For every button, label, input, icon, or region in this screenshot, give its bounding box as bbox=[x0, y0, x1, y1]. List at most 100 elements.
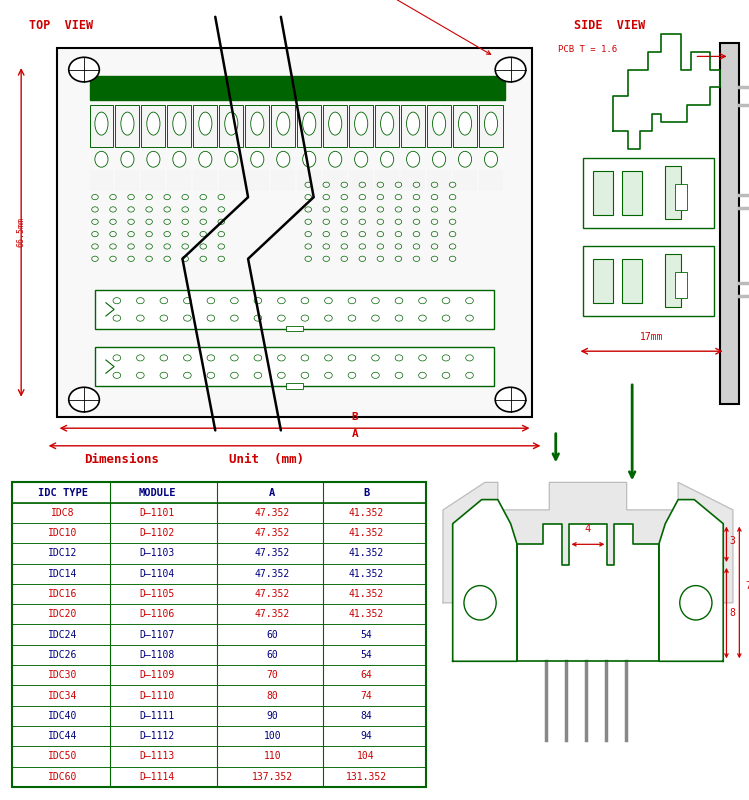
Bar bbox=[246, 105, 269, 146]
Ellipse shape bbox=[329, 151, 342, 167]
Bar bbox=[57, 48, 533, 418]
Text: TOP  VIEW: TOP VIEW bbox=[29, 19, 94, 32]
Bar bbox=[12, 543, 426, 563]
Bar bbox=[286, 326, 303, 331]
Text: 47.352: 47.352 bbox=[255, 610, 290, 619]
Bar bbox=[89, 170, 113, 190]
Ellipse shape bbox=[458, 112, 472, 135]
Ellipse shape bbox=[276, 112, 290, 135]
Text: D–1106: D–1106 bbox=[139, 610, 175, 619]
Circle shape bbox=[495, 58, 526, 82]
Text: 66.5mm: 66.5mm bbox=[16, 218, 25, 247]
Bar bbox=[12, 645, 426, 665]
Bar bbox=[142, 170, 166, 190]
Bar bbox=[12, 584, 426, 604]
Bar bbox=[593, 259, 613, 302]
Polygon shape bbox=[517, 524, 659, 662]
Bar bbox=[168, 105, 191, 146]
Text: 41.352: 41.352 bbox=[348, 589, 383, 599]
Ellipse shape bbox=[121, 151, 134, 167]
Ellipse shape bbox=[458, 151, 472, 167]
Text: 90: 90 bbox=[267, 711, 278, 721]
Ellipse shape bbox=[225, 112, 238, 135]
Bar bbox=[324, 105, 347, 146]
Bar bbox=[12, 482, 426, 787]
Text: 47.352: 47.352 bbox=[255, 589, 290, 599]
Bar bbox=[401, 105, 425, 146]
Ellipse shape bbox=[95, 151, 108, 167]
Text: IDC60: IDC60 bbox=[48, 772, 78, 782]
Text: D–1101: D–1101 bbox=[139, 508, 175, 518]
Circle shape bbox=[69, 387, 100, 412]
Bar bbox=[349, 170, 373, 190]
Ellipse shape bbox=[251, 112, 264, 135]
Bar bbox=[297, 170, 321, 190]
Ellipse shape bbox=[407, 151, 419, 167]
Bar bbox=[720, 43, 739, 404]
Ellipse shape bbox=[380, 151, 394, 167]
Ellipse shape bbox=[329, 112, 342, 135]
Bar bbox=[219, 105, 243, 146]
Polygon shape bbox=[452, 499, 517, 662]
Ellipse shape bbox=[354, 151, 368, 167]
Bar bbox=[193, 170, 217, 190]
Ellipse shape bbox=[121, 112, 134, 135]
Text: D–1103: D–1103 bbox=[139, 549, 175, 558]
Text: IDC TYPE: IDC TYPE bbox=[38, 487, 88, 498]
Bar bbox=[95, 346, 494, 386]
Ellipse shape bbox=[303, 151, 316, 167]
Bar bbox=[593, 170, 613, 214]
Ellipse shape bbox=[432, 151, 446, 167]
Text: 74: 74 bbox=[360, 690, 372, 701]
Ellipse shape bbox=[485, 151, 497, 167]
Text: 17mm: 17mm bbox=[640, 333, 664, 342]
Ellipse shape bbox=[407, 112, 419, 135]
Text: D–1113: D–1113 bbox=[139, 751, 175, 762]
Bar bbox=[115, 170, 139, 190]
Text: IDC44: IDC44 bbox=[48, 731, 78, 741]
Bar bbox=[12, 482, 426, 502]
Bar bbox=[665, 166, 681, 219]
Circle shape bbox=[495, 387, 526, 412]
Text: IDC24: IDC24 bbox=[48, 630, 78, 640]
Text: A: A bbox=[269, 487, 276, 498]
Bar bbox=[12, 726, 426, 746]
Polygon shape bbox=[659, 499, 724, 662]
Bar bbox=[453, 105, 477, 146]
Bar bbox=[479, 170, 503, 190]
Bar bbox=[12, 625, 426, 645]
Text: D–1114: D–1114 bbox=[139, 772, 175, 782]
Bar bbox=[89, 76, 505, 100]
Text: 131.352: 131.352 bbox=[345, 772, 386, 782]
Text: Dimensions: Dimensions bbox=[85, 453, 160, 466]
Text: IDC20: IDC20 bbox=[48, 610, 78, 619]
Text: 137.352: 137.352 bbox=[252, 772, 293, 782]
Ellipse shape bbox=[380, 112, 394, 135]
Bar bbox=[453, 170, 477, 190]
Text: 41.352: 41.352 bbox=[348, 610, 383, 619]
Ellipse shape bbox=[225, 151, 238, 167]
Bar bbox=[622, 259, 642, 302]
Text: D–1109: D–1109 bbox=[139, 670, 175, 680]
Text: 84: 84 bbox=[360, 711, 372, 721]
Text: 54: 54 bbox=[360, 630, 372, 640]
Bar bbox=[675, 184, 687, 210]
Polygon shape bbox=[443, 482, 733, 603]
Text: 41.352: 41.352 bbox=[348, 549, 383, 558]
Bar bbox=[297, 105, 321, 146]
Ellipse shape bbox=[95, 112, 108, 135]
Bar bbox=[89, 105, 113, 146]
Text: MODULE: MODULE bbox=[138, 487, 176, 498]
Text: D–1111: D–1111 bbox=[139, 711, 175, 721]
Ellipse shape bbox=[276, 151, 290, 167]
Text: IDC14: IDC14 bbox=[48, 569, 78, 578]
Bar bbox=[375, 105, 399, 146]
Text: D–1104: D–1104 bbox=[139, 569, 175, 578]
Text: 60: 60 bbox=[267, 630, 278, 640]
Bar bbox=[12, 665, 426, 686]
Text: Unit  (mm): Unit (mm) bbox=[229, 453, 305, 466]
Bar bbox=[12, 766, 426, 787]
Bar bbox=[115, 105, 139, 146]
Ellipse shape bbox=[173, 112, 186, 135]
Bar bbox=[193, 105, 217, 146]
